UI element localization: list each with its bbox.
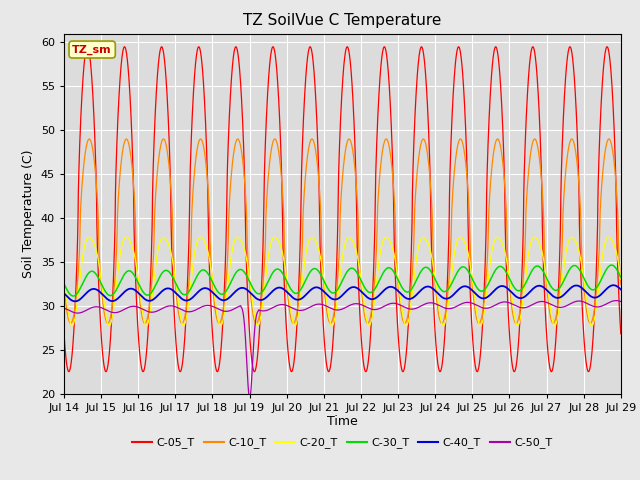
- C-05_T: [324, 367, 332, 373]
- C-50_T: [612, 298, 620, 303]
- C-05_T: [467, 310, 475, 316]
- C-10_T: [617, 281, 625, 287]
- C-10_T: [483, 265, 491, 271]
- C-10_T: [587, 321, 595, 326]
- Line: C-20_T: C-20_T: [64, 237, 621, 326]
- C-40_T: [324, 292, 332, 298]
- C-10_T: [271, 136, 278, 142]
- C-40_T: [250, 293, 257, 299]
- C-05_T: [594, 225, 602, 230]
- C-05_T: [617, 331, 625, 336]
- C-40_T: [587, 293, 595, 299]
- C-20_T: [324, 305, 332, 311]
- C-40_T: [594, 294, 602, 300]
- C-05_T: [587, 361, 595, 367]
- C-30_T: [617, 275, 625, 280]
- C-40_T: [617, 287, 625, 292]
- C-40_T: [60, 290, 68, 296]
- C-20_T: [483, 288, 491, 294]
- C-30_T: [594, 284, 602, 289]
- C-30_T: [483, 284, 491, 289]
- C-50_T: [324, 304, 332, 310]
- C-30_T: [60, 281, 68, 287]
- C-10_T: [594, 275, 602, 281]
- C-10_T: [324, 313, 332, 319]
- C-20_T: [617, 276, 625, 282]
- C-50_T: [60, 305, 68, 311]
- Line: C-50_T: C-50_T: [64, 300, 621, 398]
- C-20_T: [594, 294, 602, 300]
- C-30_T: [324, 285, 332, 291]
- C-10_T: [250, 312, 257, 318]
- X-axis label: Time: Time: [327, 415, 358, 429]
- C-05_T: [269, 44, 277, 49]
- C-30_T: [70, 293, 77, 299]
- C-30_T: [587, 286, 595, 292]
- C-20_T: [467, 267, 475, 273]
- Line: C-40_T: C-40_T: [64, 285, 621, 301]
- C-30_T: [250, 286, 257, 292]
- C-50_T: [467, 300, 475, 306]
- C-40_T: [610, 282, 618, 288]
- C-05_T: [60, 331, 68, 336]
- C-40_T: [483, 295, 491, 300]
- C-40_T: [467, 287, 475, 292]
- C-20_T: [587, 322, 595, 327]
- C-50_T: [587, 302, 595, 308]
- C-50_T: [617, 299, 625, 304]
- C-50_T: [246, 395, 253, 401]
- C-05_T: [250, 366, 257, 372]
- C-30_T: [467, 274, 475, 279]
- C-20_T: [531, 234, 538, 240]
- Y-axis label: Soil Temperature (C): Soil Temperature (C): [22, 149, 35, 278]
- C-30_T: [607, 262, 615, 268]
- C-05_T: [288, 369, 296, 374]
- C-10_T: [289, 321, 297, 326]
- C-20_T: [328, 323, 336, 329]
- Title: TZ SoilVue C Temperature: TZ SoilVue C Temperature: [243, 13, 442, 28]
- Line: C-05_T: C-05_T: [64, 47, 621, 372]
- Text: TZ_sm: TZ_sm: [72, 44, 112, 55]
- C-05_T: [483, 181, 491, 187]
- C-50_T: [483, 305, 491, 311]
- C-10_T: [60, 281, 68, 287]
- C-50_T: [250, 348, 257, 353]
- Line: C-10_T: C-10_T: [64, 139, 621, 324]
- C-20_T: [250, 304, 257, 310]
- Line: C-30_T: C-30_T: [64, 265, 621, 296]
- C-20_T: [60, 276, 68, 282]
- C-10_T: [467, 264, 475, 270]
- Legend: C-05_T, C-10_T, C-20_T, C-30_T, C-40_T, C-50_T: C-05_T, C-10_T, C-20_T, C-30_T, C-40_T, …: [128, 433, 557, 453]
- C-40_T: [71, 299, 79, 304]
- C-50_T: [594, 304, 602, 310]
